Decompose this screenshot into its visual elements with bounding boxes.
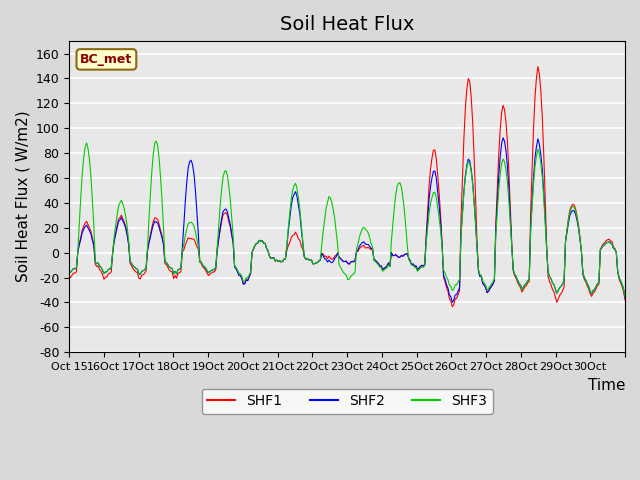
- SHF2: [499, 135, 507, 141]
- SHF1: [102, 274, 109, 280]
- SHF3: [546, 273, 554, 279]
- SHF3: [102, 269, 109, 275]
- SHF3: [621, 294, 629, 300]
- SHF1: [463, 86, 470, 92]
- SHF1: [547, 282, 555, 288]
- Text: BC_met: BC_met: [80, 53, 132, 66]
- SHF2: [547, 276, 555, 282]
- SHF2: [84, 225, 92, 231]
- SHF1: [351, 257, 359, 263]
- SHF2: [620, 286, 627, 292]
- SHF2: [102, 269, 109, 275]
- SHF2: [65, 270, 73, 276]
- SHF3: [65, 270, 73, 276]
- SHF1: [620, 288, 627, 294]
- SHF2: [351, 257, 359, 263]
- SHF1: [84, 222, 92, 228]
- SHF3: [353, 246, 360, 252]
- Line: SHF3: SHF3: [69, 141, 625, 297]
- SHF2: [449, 300, 456, 305]
- X-axis label: Time: Time: [588, 377, 625, 393]
- Title: Soil Heat Flux: Soil Heat Flux: [280, 15, 414, 34]
- SHF3: [463, 165, 470, 170]
- SHF3: [618, 281, 626, 287]
- Line: SHF2: SHF2: [69, 138, 625, 302]
- SHF1: [65, 276, 73, 281]
- SHF1: [534, 64, 542, 70]
- SHF3: [152, 138, 160, 144]
- SHF1: [449, 304, 456, 310]
- SHF1: [621, 297, 629, 303]
- SHF2: [463, 163, 470, 168]
- SHF2: [621, 294, 629, 300]
- Y-axis label: Soil Heat Flux ( W/m2): Soil Heat Flux ( W/m2): [15, 111, 30, 283]
- SHF3: [84, 145, 92, 151]
- Legend: SHF1, SHF2, SHF3: SHF1, SHF2, SHF3: [202, 389, 493, 414]
- Line: SHF1: SHF1: [69, 67, 625, 307]
